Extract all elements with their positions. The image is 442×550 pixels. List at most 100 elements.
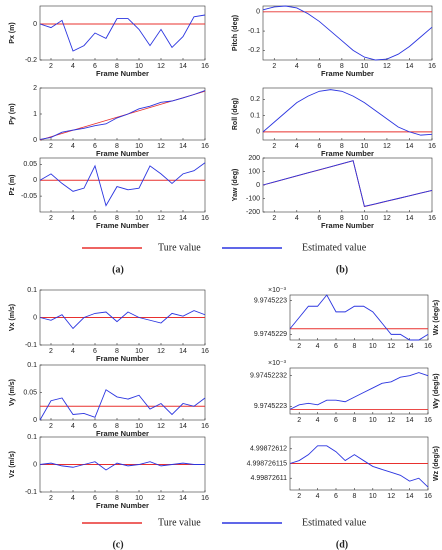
panel-label: (b) — [336, 264, 348, 275]
y-axis-label: Px (m) — [9, 22, 16, 43]
x-tick-label: 4 — [316, 417, 320, 424]
plot-area — [289, 367, 429, 415]
x-tick-label: 8 — [340, 63, 344, 70]
plot-area — [262, 157, 433, 213]
x-tick-label: 2 — [49, 423, 53, 430]
y-tick-label: 200 — [248, 155, 260, 162]
plot-area — [39, 87, 206, 141]
x-tick-label: 4 — [295, 215, 299, 222]
y-tick-label: 9.9745223 — [254, 297, 287, 304]
x-tick-label: 12 — [157, 215, 165, 222]
y-tick-label: -0.1 — [25, 489, 37, 496]
x-axis-label: Frame Number — [96, 429, 149, 438]
x-tick-label: 16 — [201, 215, 209, 222]
x-tick-label: 10 — [135, 348, 143, 355]
x-tick-label: 12 — [383, 215, 391, 222]
data-line — [39, 310, 206, 330]
x-tick-label: 14 — [179, 348, 187, 355]
y-tick-label: -200 — [246, 209, 260, 216]
x-tick-label: 6 — [334, 493, 338, 500]
panel-label: (c) — [112, 539, 123, 550]
y-tick-label: 0 — [33, 21, 37, 28]
x-tick-label: 2 — [272, 143, 276, 150]
x-tick-label: 10 — [135, 143, 143, 150]
x-tick-label: 2 — [49, 348, 53, 355]
y-axis-label: Wy (deg/s) — [433, 373, 440, 408]
plot-area — [39, 157, 206, 213]
x-tick-label: 10 — [361, 63, 369, 70]
x-tick-label: 10 — [135, 215, 143, 222]
x-tick-label: 14 — [406, 343, 414, 350]
x-tick-label: 4 — [316, 343, 320, 350]
x-tick-label: 6 — [334, 417, 338, 424]
x-tick-label: 8 — [340, 143, 344, 150]
plot-area — [262, 5, 433, 61]
axis-multiplier: ×10⁻³ — [268, 287, 287, 294]
data-line — [289, 372, 429, 410]
x-tick-label: 4 — [71, 215, 75, 222]
y-axis-label: Vz (m/s) — [9, 451, 16, 478]
y-tick-label: -0.2 — [248, 47, 260, 54]
x-tick-label: 6 — [334, 343, 338, 350]
y-tick-label: 4.998726115 — [247, 460, 287, 467]
x-tick-label: 4 — [71, 495, 75, 502]
x-axis-label: Frame Number — [96, 354, 149, 363]
y-tick-label: -0.1 — [248, 28, 260, 35]
x-tick-label: 10 — [135, 63, 143, 70]
y-tick-label: 0.1 — [250, 112, 260, 119]
x-tick-label: 2 — [272, 63, 276, 70]
y-tick-label: 0.2 — [250, 96, 260, 103]
x-tick-label: 16 — [428, 143, 436, 150]
y-tick-label: 0 — [33, 314, 37, 321]
y-tick-label: 0.1 — [27, 434, 37, 441]
data-line — [39, 14, 206, 52]
data-line — [39, 162, 206, 207]
x-tick-label: 12 — [157, 63, 165, 70]
axis-multiplier: ×10⁻³ — [268, 360, 287, 367]
x-tick-label: 14 — [179, 63, 187, 70]
x-tick-label: 14 — [179, 215, 187, 222]
y-tick-label: 0 — [256, 9, 260, 16]
x-tick-label: 6 — [317, 143, 321, 150]
x-tick-label: 6 — [93, 495, 97, 502]
plot-area — [289, 294, 429, 341]
x-tick-label: 14 — [406, 63, 414, 70]
x-tick-label: 4 — [295, 143, 299, 150]
y-tick-label: 0 — [256, 129, 260, 136]
x-tick-label: 12 — [157, 423, 165, 430]
y-tick-label: 4.99872611 — [251, 475, 288, 482]
y-axis-label: Wx (deg/s) — [433, 300, 440, 335]
x-tick-label: 4 — [71, 348, 75, 355]
x-tick-label: 14 — [179, 423, 187, 430]
x-tick-label: 8 — [352, 493, 356, 500]
x-tick-label: 6 — [93, 63, 97, 70]
x-tick-label: 8 — [115, 143, 119, 150]
data-line — [289, 445, 429, 488]
x-tick-label: 4 — [71, 143, 75, 150]
y-axis-label: Roll (deg) — [232, 98, 239, 130]
x-tick-label: 10 — [361, 215, 369, 222]
x-tick-label: 6 — [317, 63, 321, 70]
x-tick-label: 16 — [201, 143, 209, 150]
x-tick-label: 8 — [115, 63, 119, 70]
x-tick-label: 12 — [387, 493, 395, 500]
x-tick-label: 14 — [406, 215, 414, 222]
y-tick-label: 1 — [33, 111, 37, 118]
x-tick-label: 2 — [49, 63, 53, 70]
legend-label: Ture value — [158, 517, 201, 528]
x-tick-label: 2 — [49, 495, 53, 502]
x-axis-label: Frame Number — [96, 149, 149, 158]
y-tick-label: 0 — [33, 177, 37, 184]
legend-label: Estimated value — [302, 517, 367, 528]
y-tick-label: 0.1 — [27, 362, 37, 369]
panel-label: (a) — [112, 264, 124, 275]
x-tick-label: 8 — [115, 348, 119, 355]
x-tick-label: 12 — [383, 143, 391, 150]
y-tick-label: 2 — [33, 85, 37, 92]
x-axis-label: Frame Number — [321, 69, 374, 78]
legend-label: Ture value — [158, 242, 201, 253]
x-tick-label: 16 — [201, 63, 209, 70]
x-tick-label: 12 — [383, 63, 391, 70]
x-tick-label: 12 — [157, 143, 165, 150]
